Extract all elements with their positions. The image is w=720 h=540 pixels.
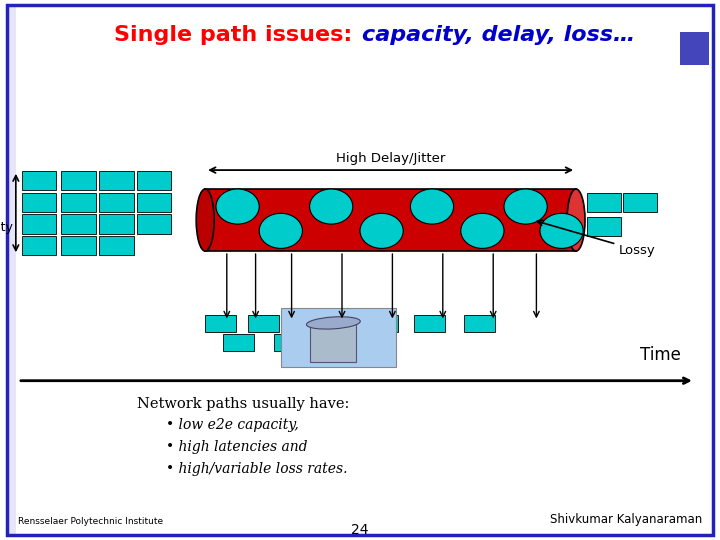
Bar <box>61 214 96 233</box>
Bar <box>320 315 351 332</box>
Bar <box>310 324 356 362</box>
Bar <box>205 315 236 332</box>
Text: • high/variable loss rates.: • high/variable loss rates. <box>166 462 347 476</box>
Bar <box>464 315 495 332</box>
Bar <box>61 171 96 190</box>
Bar <box>7 5 16 535</box>
Ellipse shape <box>461 213 504 248</box>
Text: Single path issues:: Single path issues: <box>114 25 360 45</box>
Text: Low
Capacity: Low Capacity <box>0 206 13 234</box>
Bar <box>205 189 576 251</box>
Bar <box>61 235 96 255</box>
Bar <box>22 214 56 233</box>
Bar <box>367 315 398 332</box>
Ellipse shape <box>259 213 302 248</box>
Text: Rensselaer Polytechnic Institute: Rensselaer Polytechnic Institute <box>18 517 163 526</box>
Text: High Delay/Jitter: High Delay/Jitter <box>336 152 445 165</box>
Bar <box>223 334 254 351</box>
Bar <box>22 171 56 190</box>
Ellipse shape <box>504 189 547 224</box>
Ellipse shape <box>196 189 215 251</box>
Bar <box>99 171 134 190</box>
Ellipse shape <box>307 317 360 329</box>
Bar <box>680 32 709 65</box>
Bar <box>137 171 171 190</box>
Bar <box>587 192 621 212</box>
Ellipse shape <box>410 189 454 224</box>
Bar <box>137 192 171 212</box>
Ellipse shape <box>310 189 353 224</box>
Text: Time: Time <box>639 347 680 364</box>
Bar <box>99 192 134 212</box>
Text: capacity, delay, loss…: capacity, delay, loss… <box>362 25 636 45</box>
Bar <box>281 308 396 367</box>
Ellipse shape <box>540 213 583 248</box>
Bar <box>623 192 657 212</box>
Bar <box>274 334 305 351</box>
Bar <box>587 217 621 237</box>
Text: • high latencies and: • high latencies and <box>166 440 307 454</box>
Ellipse shape <box>216 189 259 224</box>
Bar <box>137 214 171 233</box>
Text: Network paths usually have:: Network paths usually have: <box>137 397 349 411</box>
Bar <box>414 315 445 332</box>
Bar <box>22 235 56 255</box>
Text: Lossy: Lossy <box>537 220 656 257</box>
Bar <box>99 214 134 233</box>
Bar <box>99 235 134 255</box>
Bar <box>248 315 279 332</box>
Bar <box>61 192 96 212</box>
Bar <box>22 192 56 212</box>
Text: 24: 24 <box>351 523 369 537</box>
Text: Shivkumar Kalyanaraman: Shivkumar Kalyanaraman <box>550 514 702 526</box>
Text: • low e2e capacity,: • low e2e capacity, <box>166 418 298 433</box>
Ellipse shape <box>360 213 403 248</box>
Ellipse shape <box>567 189 585 251</box>
